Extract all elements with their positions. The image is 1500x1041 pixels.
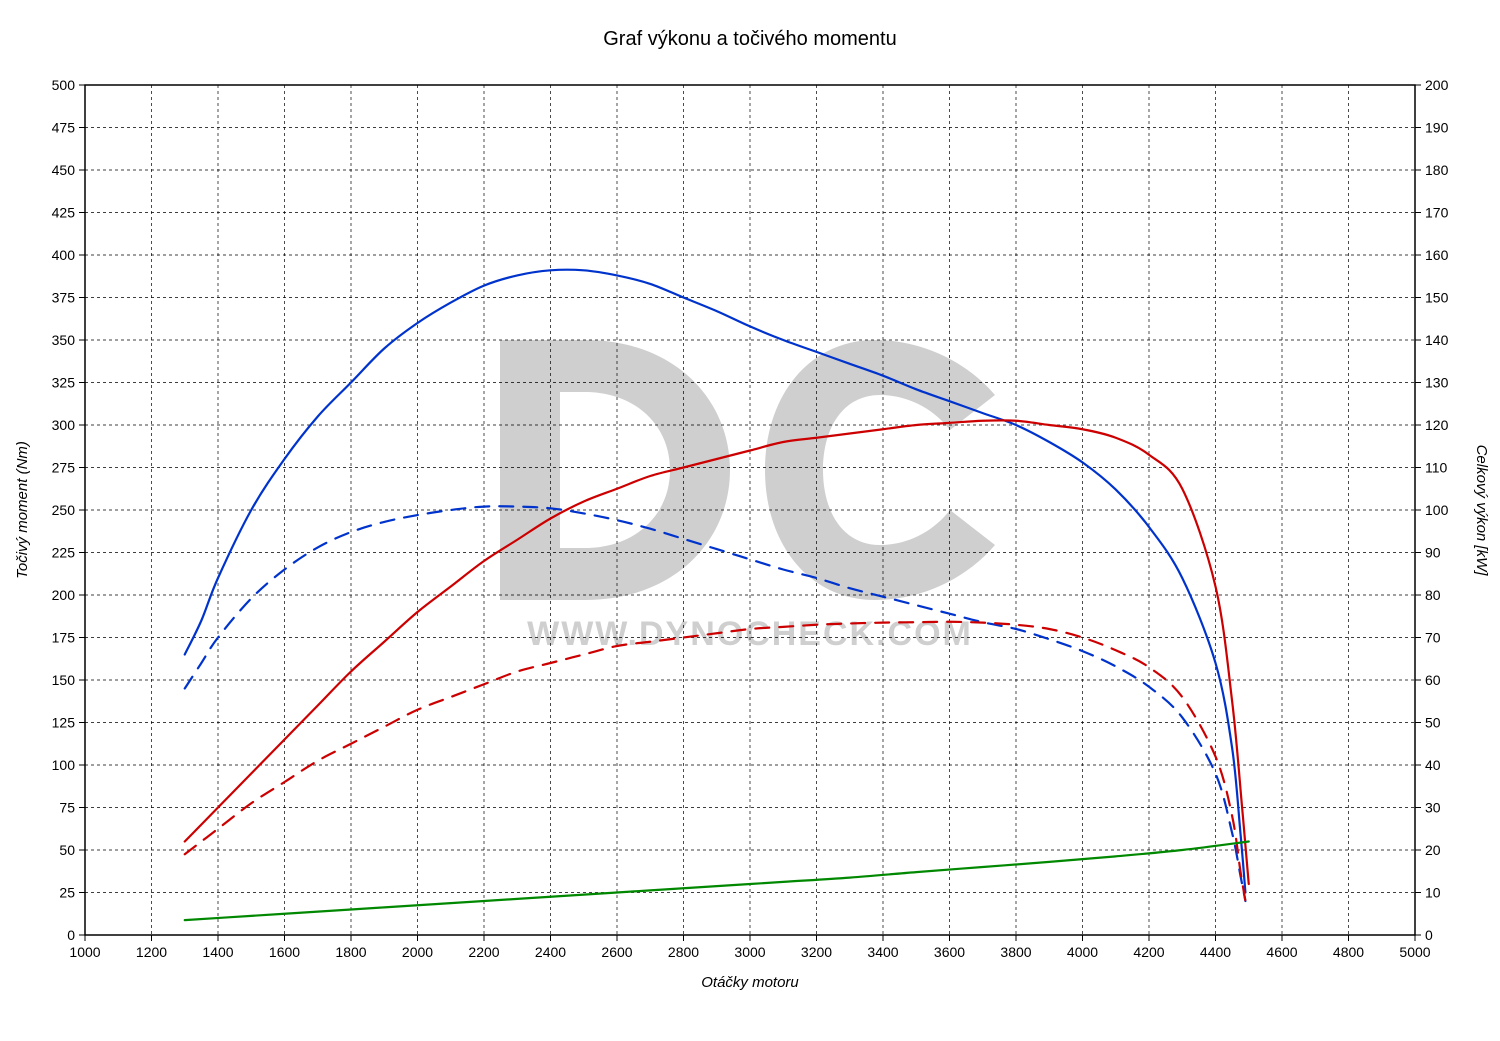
yl-tick-label: 50	[59, 842, 75, 858]
x-tick-label: 1200	[136, 944, 167, 960]
x-tick-label: 4200	[1133, 944, 1164, 960]
yl-tick-label: 75	[59, 800, 75, 816]
yl-tick-label: 175	[52, 630, 76, 646]
dyno-chart: WWW.DYNOCHECK.COM 1000120014001600180020…	[0, 0, 1500, 1041]
x-tick-label: 3000	[734, 944, 765, 960]
x-tick-label: 3400	[867, 944, 898, 960]
yr-tick-label: 20	[1425, 842, 1441, 858]
yl-tick-label: 400	[52, 247, 76, 263]
yl-tick-label: 375	[52, 290, 76, 306]
yr-tick-label: 190	[1425, 120, 1449, 136]
yl-tick-label: 325	[52, 375, 76, 391]
yr-tick-label: 70	[1425, 630, 1441, 646]
x-tick-label: 1400	[202, 944, 233, 960]
yl-tick-label: 125	[52, 715, 76, 731]
yl-tick-label: 450	[52, 162, 76, 178]
yl-tick-label: 250	[52, 502, 76, 518]
x-tick-label: 1600	[269, 944, 300, 960]
x-tick-label: 1800	[335, 944, 366, 960]
chart-svg: WWW.DYNOCHECK.COM 1000120014001600180020…	[0, 0, 1500, 1041]
yr-tick-label: 140	[1425, 332, 1449, 348]
x-tick-label: 1000	[69, 944, 100, 960]
yl-tick-label: 475	[52, 120, 76, 136]
yl-tick-label: 300	[52, 417, 76, 433]
x-tick-label: 2600	[601, 944, 632, 960]
yl-tick-label: 275	[52, 460, 76, 476]
x-tick-label: 2200	[468, 944, 499, 960]
yr-tick-label: 50	[1425, 715, 1441, 731]
x-tick-label: 4600	[1266, 944, 1297, 960]
yl-tick-label: 150	[52, 672, 76, 688]
yr-tick-label: 80	[1425, 587, 1441, 603]
x-tick-label: 2800	[668, 944, 699, 960]
x-tick-label: 4000	[1067, 944, 1098, 960]
yr-tick-label: 160	[1425, 247, 1449, 263]
y-left-label: Točivý moment (Nm)	[14, 441, 31, 579]
yl-tick-label: 425	[52, 205, 76, 221]
x-tick-label: 3600	[934, 944, 965, 960]
x-tick-label: 2400	[535, 944, 566, 960]
yr-tick-label: 10	[1425, 885, 1441, 901]
x-axis-label: Otáčky motoru	[701, 974, 799, 991]
x-tick-label: 4400	[1200, 944, 1231, 960]
yl-tick-label: 200	[52, 587, 76, 603]
yr-tick-label: 60	[1425, 672, 1441, 688]
yr-tick-label: 120	[1425, 417, 1449, 433]
chart-title: Graf výkonu a točivého momentu	[603, 28, 896, 50]
x-tick-label: 4800	[1333, 944, 1364, 960]
yr-tick-label: 170	[1425, 205, 1449, 221]
yr-tick-label: 150	[1425, 290, 1449, 306]
yr-tick-label: 130	[1425, 375, 1449, 391]
x-tick-label: 2000	[402, 944, 433, 960]
y-right-label: Celkový výkon [kW]	[1473, 445, 1490, 577]
yr-tick-label: 30	[1425, 800, 1441, 816]
x-tick-label: 3200	[801, 944, 832, 960]
yr-tick-label: 100	[1425, 502, 1449, 518]
yl-tick-label: 225	[52, 545, 76, 561]
yr-tick-label: 90	[1425, 545, 1441, 561]
yr-tick-label: 0	[1425, 927, 1433, 943]
yr-tick-label: 110	[1425, 460, 1448, 476]
yr-tick-label: 40	[1425, 757, 1441, 773]
yl-tick-label: 350	[52, 332, 76, 348]
yl-tick-label: 100	[52, 757, 76, 773]
yl-tick-label: 0	[67, 927, 75, 943]
yl-tick-label: 25	[59, 885, 75, 901]
yr-tick-label: 200	[1425, 77, 1449, 93]
x-tick-label: 5000	[1399, 944, 1430, 960]
yl-tick-label: 500	[52, 77, 76, 93]
yr-tick-label: 180	[1425, 162, 1449, 178]
x-tick-label: 3800	[1000, 944, 1031, 960]
